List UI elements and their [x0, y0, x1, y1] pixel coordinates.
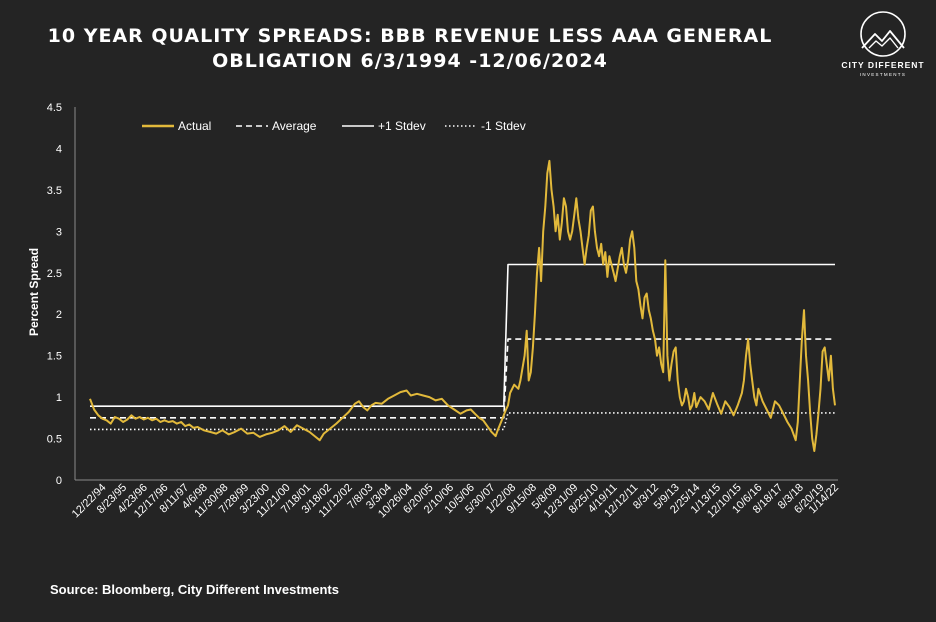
- chart-axes: [74, 107, 838, 481]
- legend-label: -1 Stdev: [481, 119, 526, 133]
- logo-name: CITY DIFFERENT: [841, 60, 925, 70]
- plot-area: [89, 159, 836, 452]
- chart-legend: Actual Average +1 Stdev -1 Stdev: [142, 119, 526, 133]
- y-tick-label: 3.5: [47, 185, 62, 197]
- y-axis-label: Percent Spread: [27, 248, 41, 336]
- chart-title-line1: 10 YEAR QUALITY SPREADS: BBB REVENUE LES…: [47, 25, 773, 47]
- company-logo: CITY DIFFERENT INVESTMENTS: [838, 10, 928, 90]
- y-tick-label: 2.5: [47, 268, 62, 280]
- source-note: Source: Bloomberg, City Different Invest…: [50, 582, 339, 597]
- mountain-logo-icon: [860, 11, 906, 57]
- y-tick-labels: 0 0.5 1 1.5 2 2.5 3 3.5 4 4.5: [47, 102, 62, 487]
- chart-title-line2: OBLIGATION 6/3/1994 -12/06/2024: [212, 50, 608, 72]
- legend-label: Actual: [178, 119, 211, 133]
- y-tick-label: 0: [56, 475, 62, 487]
- chart-title: 10 YEAR QUALITY SPREADS: BBB REVENUE LES…: [40, 24, 780, 74]
- x-tick-labels: 12/22/948/23/954/23/9612/17/968/11/974/6…: [70, 482, 841, 521]
- logo-subtitle: INVESTMENTS: [859, 72, 907, 77]
- y-tick-label: 3: [56, 226, 62, 238]
- series-line-actual: [89, 159, 836, 452]
- y-tick-label: 4: [56, 143, 62, 155]
- legend-label: Average: [272, 119, 317, 133]
- y-tick-label: 4.5: [47, 102, 62, 114]
- series-line-1-stdev: [90, 263, 835, 407]
- y-tick-label: 2: [56, 309, 62, 321]
- series-line-average: [90, 338, 835, 419]
- y-tick-label: 1.5: [47, 351, 62, 363]
- y-tick-label: 1: [56, 392, 62, 404]
- y-tick-label: 0.5: [47, 434, 62, 446]
- legend-label: +1 Stdev: [378, 119, 426, 133]
- series-line-1-stdev: [90, 412, 835, 431]
